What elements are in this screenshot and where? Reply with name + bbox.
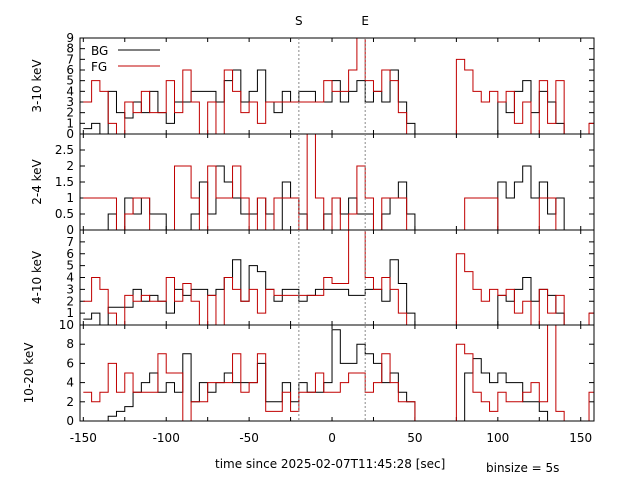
y-axis-label: 2-4 keV (30, 158, 44, 204)
legend-label-fg: FG (91, 60, 107, 74)
marker-label: E (361, 14, 369, 28)
x-tick-label: 150 (569, 431, 592, 445)
y-tick-label: 6 (66, 356, 74, 370)
y-tick-label: 0 (66, 127, 74, 141)
y-tick-label: 1 (66, 191, 74, 205)
y-tick-label: 1 (66, 116, 74, 130)
y-tick-label: 1.5 (55, 175, 74, 189)
y-tick-label: 2 (66, 294, 74, 308)
y-tick-label: 10 (59, 318, 74, 332)
x-tick-label: -100 (153, 431, 180, 445)
series-fg-line (83, 230, 594, 325)
y-tick-label: 0 (66, 414, 74, 428)
panel-3: 0 2 4 6 8 10-20 keV (22, 324, 595, 428)
y-tick-label: 3 (66, 95, 74, 109)
binsize-label: binsize = 5s (486, 461, 559, 475)
series-bg-line (83, 69, 594, 134)
y-tick-label: 5 (66, 74, 74, 88)
y-tick-label: 0 (66, 223, 74, 237)
x-tick-label: -50 (239, 431, 259, 445)
y-tick-label: 5 (66, 259, 74, 273)
x-axis: -150 -100 -50 0 50 100 150 (70, 431, 592, 445)
legend: BG FG (91, 44, 160, 74)
y-tick-label: 7 (66, 235, 74, 249)
y-tick-label: 4 (66, 271, 74, 285)
y-tick-label: 8 (66, 42, 74, 56)
y-tick-label: 3 (66, 282, 74, 296)
y-axis-label: 3-10 keV (30, 59, 44, 113)
panel-frame (79, 324, 595, 422)
series-bg-line (83, 329, 594, 421)
y-tick-label: 4 (66, 376, 74, 390)
y-axis-label: 10-20 keV (22, 342, 36, 404)
x-tick-label: 50 (407, 431, 422, 445)
y-tick-label: 8 (66, 337, 74, 351)
legend-label-bg: BG (91, 44, 108, 58)
y-tick-label: 9 (66, 31, 74, 45)
series-bg-line (83, 259, 594, 325)
y-tick-label: 7 (66, 52, 74, 66)
marker-label: S (295, 14, 303, 28)
series-bg-line (83, 165, 594, 230)
y-tick-label: 2 (66, 159, 74, 173)
panel-frame (79, 37, 595, 135)
panel-1: 0 0.5 1 1.5 2 2.5 2-4 keV (30, 133, 595, 237)
x-axis-label: time since 2025-02-07T11:45:28 [sec] (215, 457, 445, 471)
y-tick-label: 6 (66, 247, 74, 261)
y-axis-label: 4-10 keV (30, 250, 44, 304)
y-tick-label: 1 (66, 306, 74, 320)
series-fg-line (83, 134, 594, 230)
y-tick-label: 0.5 (55, 207, 74, 221)
series-fg-line (83, 325, 594, 421)
x-tick-label: 0 (328, 431, 336, 445)
y-tick-label: 4 (66, 84, 74, 98)
y-tick-label: 2 (66, 106, 74, 120)
x-tick-label: 100 (486, 431, 509, 445)
series-fg-line (83, 38, 594, 134)
y-tick-label: 2.5 (55, 143, 74, 157)
panel-frame (79, 229, 595, 326)
y-tick-label: 6 (66, 63, 74, 77)
y-tick-label: 2 (66, 395, 74, 409)
x-tick-label: -150 (70, 431, 97, 445)
